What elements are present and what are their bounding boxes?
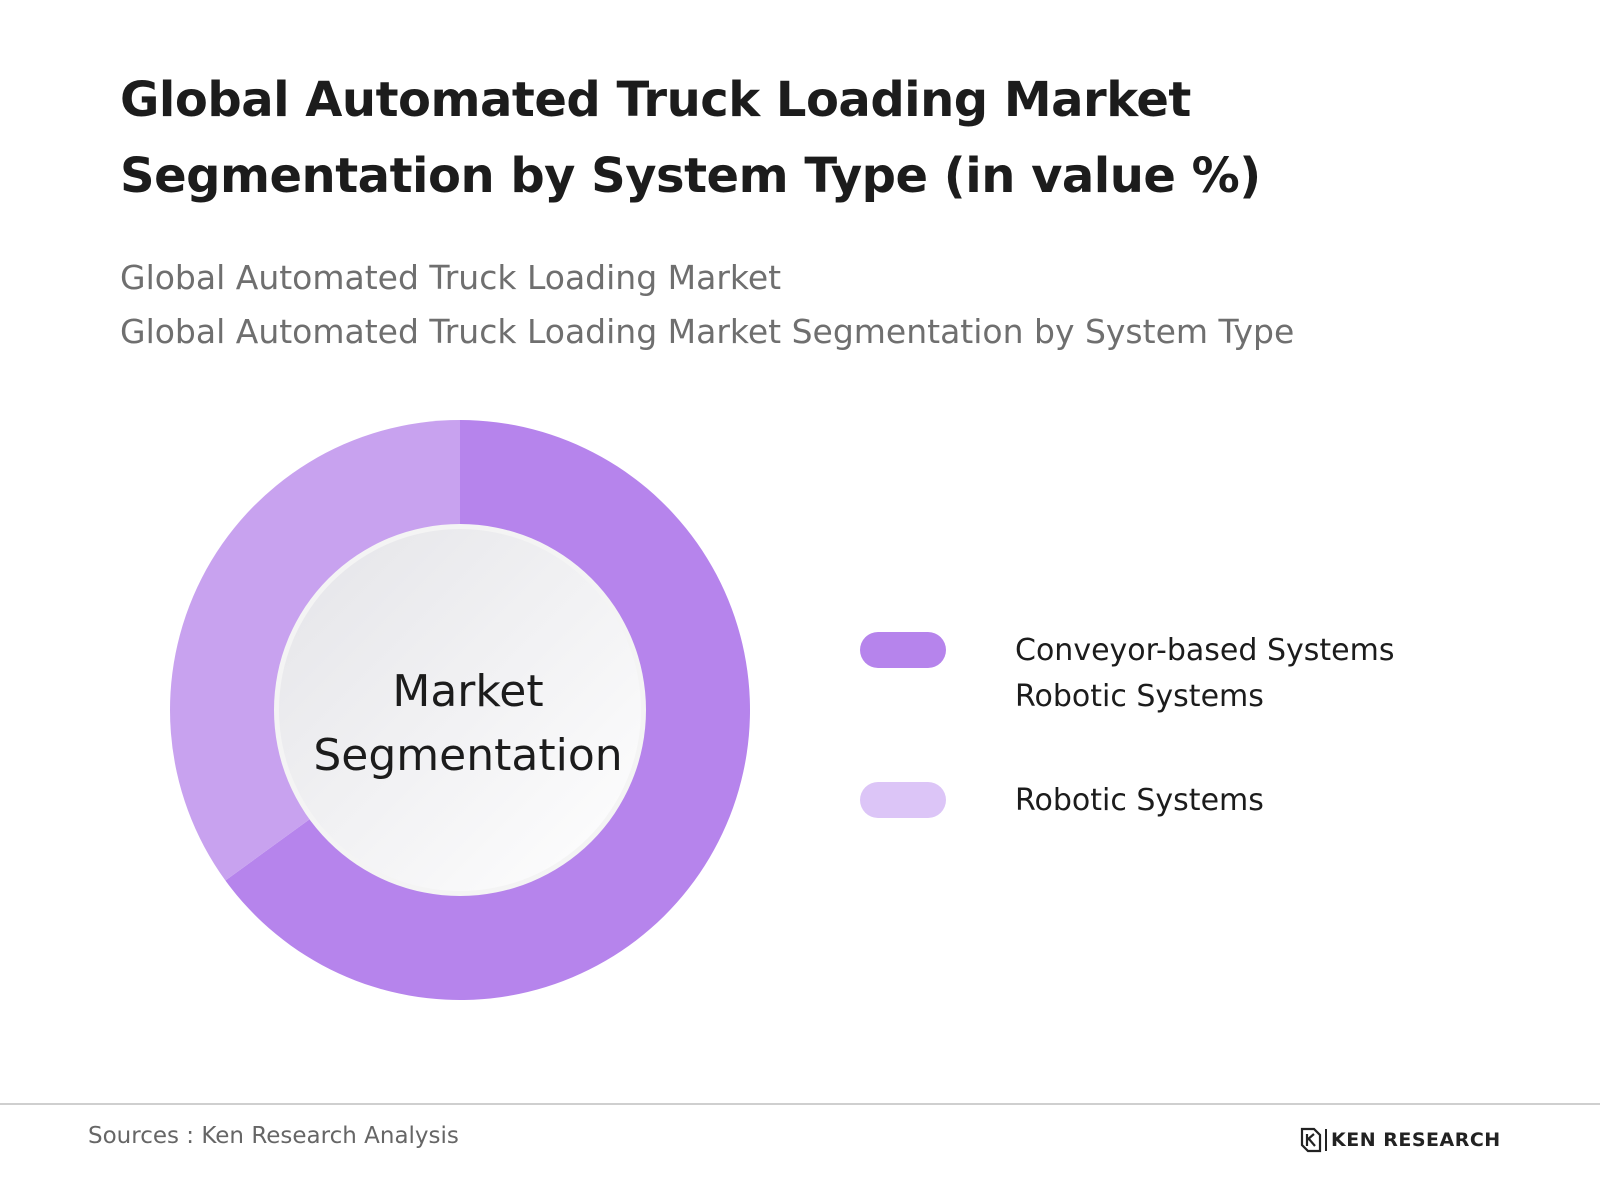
chart-title: Global Automated Truck Loading Market Se…	[120, 72, 1261, 204]
chart-subtitle-market: Global Automated Truck Loading Market	[120, 258, 782, 297]
legend-label-line: Robotic Systems	[1015, 679, 1264, 714]
legend-label-robotic-systems: Robotic Systems	[1015, 778, 1264, 824]
donut-chart	[170, 420, 750, 1000]
legend-swatch-robotic-systems	[860, 782, 946, 818]
chart-subtitle-segmentation: Global Automated Truck Loading Market Se…	[120, 312, 1295, 351]
donut-center-label-line-2: Segmentation	[313, 730, 623, 781]
source-note: Sources : Ken Research Analysis	[88, 1123, 459, 1149]
ken-research-logo: KEN RESEARCH	[1300, 1126, 1501, 1154]
ken-research-k-logo-icon	[1300, 1127, 1322, 1153]
legend-label-line: Conveyor-based Systems	[1015, 633, 1395, 668]
donut-center-disc	[279, 529, 641, 891]
logo-separator	[1325, 1129, 1327, 1151]
legend-swatch-conveyor-based-systems	[860, 632, 946, 668]
footer-divider	[0, 1103, 1600, 1105]
legend-label-line: Robotic Systems	[1015, 783, 1264, 818]
donut-center-label-line-1: Market	[392, 666, 544, 717]
donut-center-label: Market Segmentation	[298, 660, 638, 788]
legend-label-conveyor-based-systems: Conveyor-based Systems Robotic Systems	[1015, 628, 1394, 720]
logo-wordmark: KEN RESEARCH	[1331, 1129, 1501, 1151]
